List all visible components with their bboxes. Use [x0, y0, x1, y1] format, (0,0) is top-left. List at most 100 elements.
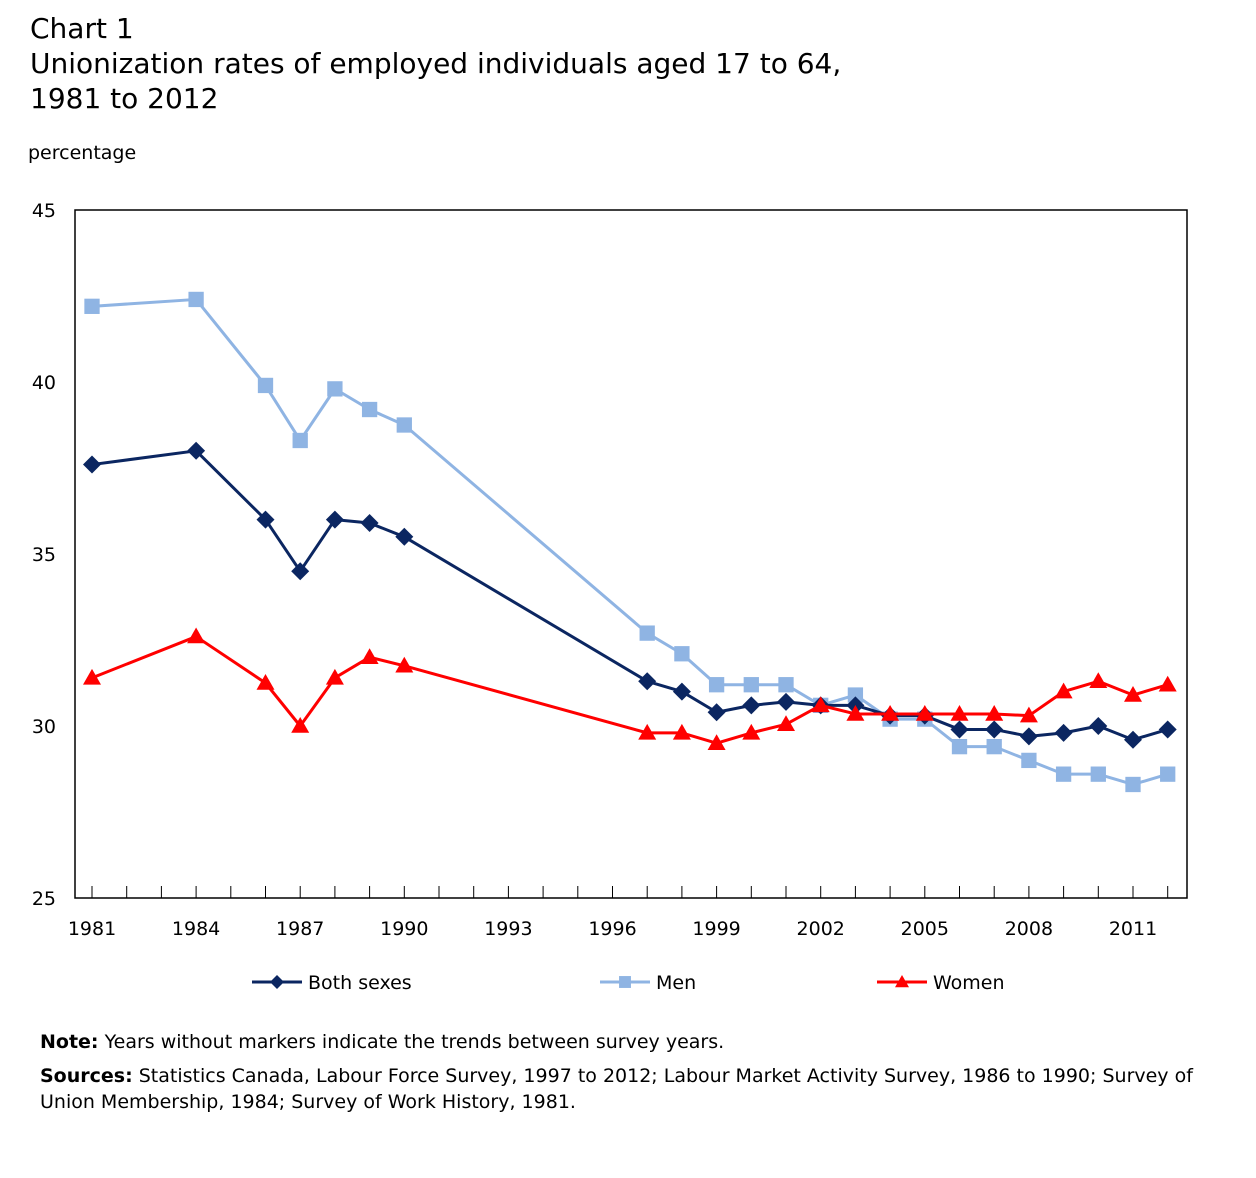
chart-title: Unionization rates of employed individua…	[30, 47, 842, 80]
diamond-marker	[1124, 730, 1142, 749]
diamond-marker	[1158, 720, 1177, 739]
diamond-marker	[985, 720, 1004, 739]
triangle-marker	[83, 668, 101, 685]
triangle-marker	[895, 975, 909, 988]
triangle-marker	[1054, 682, 1073, 699]
triangle-marker	[638, 723, 657, 740]
triangle-marker	[1158, 675, 1177, 692]
y-tick-label: 35	[32, 544, 56, 566]
diamond-marker	[325, 510, 344, 529]
triangle-marker	[256, 674, 275, 690]
square-marker	[639, 625, 655, 641]
square-marker	[292, 432, 308, 449]
y-tick-label: 30	[32, 716, 56, 738]
square-marker	[1090, 766, 1106, 782]
diamond-marker	[1089, 717, 1108, 735]
square-marker	[847, 687, 864, 703]
diamond-marker	[187, 441, 206, 460]
diamond-marker	[270, 975, 284, 989]
plot-area-frame	[74, 209, 1188, 899]
square-marker	[1160, 766, 1176, 782]
square-marker	[674, 646, 690, 662]
triangle-marker	[742, 723, 761, 740]
diamond-marker	[950, 720, 969, 739]
diamond-marker	[777, 692, 795, 711]
diamond-marker	[291, 562, 310, 581]
triangle-marker	[187, 627, 206, 644]
diamond-marker	[256, 510, 275, 529]
square-marker	[1125, 776, 1141, 793]
triangle-marker	[291, 717, 310, 733]
series-line	[91, 297, 1169, 786]
square-marker	[708, 677, 725, 693]
square-marker	[396, 417, 412, 433]
y-tick-label: 45	[32, 200, 56, 222]
legend-label: Men	[656, 972, 696, 994]
triangle-marker	[881, 704, 900, 721]
triangle-marker	[707, 734, 726, 750]
legend-label: Both sexes	[308, 972, 412, 994]
square-marker	[257, 377, 274, 394]
square-marker	[84, 298, 100, 314]
y-tick-label: 40	[32, 372, 56, 394]
legend-item: Men	[600, 972, 696, 994]
triangle-marker	[1089, 672, 1108, 689]
x-tick-label: 1987	[276, 918, 324, 940]
square-marker	[778, 677, 794, 693]
sources-label: Sources:	[40, 1065, 133, 1087]
x-tick-label: 1984	[172, 918, 220, 940]
chart-title-years: 1981 to 2012	[30, 82, 219, 115]
x-tick-label: 2011	[1109, 918, 1157, 940]
note-text: Years without markers indicate the trend…	[98, 1031, 725, 1053]
triangle-marker	[777, 715, 795, 732]
sources-text: Statistics Canada, Labour Force Survey, …	[40, 1065, 1193, 1113]
diamond-marker	[1054, 723, 1073, 742]
triangle-marker	[985, 704, 1004, 721]
sources: Sources: Statistics Canada, Labour Force…	[40, 1063, 1200, 1115]
series-women	[83, 627, 1177, 750]
triangle-marker	[360, 648, 379, 664]
x-tick-label: 1990	[380, 918, 428, 940]
diamond-marker	[707, 703, 726, 722]
square-marker	[327, 381, 343, 397]
x-tick-label: 2008	[1005, 918, 1053, 940]
square-marker	[1021, 752, 1037, 769]
series-men	[84, 291, 1176, 793]
triangle-marker	[325, 668, 344, 685]
diamond-marker	[83, 455, 101, 474]
diamond-marker	[638, 672, 657, 691]
diamond-marker	[1019, 727, 1038, 746]
triangle-marker	[1124, 686, 1142, 702]
square-marker	[188, 291, 204, 308]
diamond-marker	[742, 696, 761, 715]
y-tick-label: 25	[32, 888, 56, 910]
legend-label: Women	[933, 972, 1005, 994]
triangle-marker	[1019, 706, 1038, 723]
square-marker	[619, 976, 631, 988]
note-label: Note:	[40, 1031, 99, 1053]
diamond-marker	[672, 682, 691, 701]
triangle-marker	[846, 704, 865, 721]
note: Note: Years without markers indicate the…	[40, 1029, 1200, 1055]
diamond-marker	[360, 514, 379, 533]
y-axis-label: percentage	[28, 142, 137, 164]
triangle-marker	[395, 656, 414, 673]
triangle-marker	[672, 723, 691, 740]
x-tick-label: 1999	[692, 918, 740, 940]
triangle-marker	[915, 704, 934, 721]
series-both-sexes	[83, 441, 1177, 749]
triangle-marker	[950, 704, 969, 721]
x-tick-label: 1981	[68, 918, 116, 940]
square-marker	[361, 401, 378, 418]
x-tick-label: 1996	[588, 918, 636, 940]
legend-item: Women	[877, 972, 1005, 994]
square-marker	[1055, 766, 1072, 782]
square-marker	[986, 738, 1002, 755]
x-tick-label: 2005	[901, 918, 949, 940]
diamond-marker	[395, 527, 414, 546]
x-tick-label: 1993	[484, 918, 532, 940]
square-marker	[743, 677, 759, 693]
x-tick-label: 2002	[797, 918, 845, 940]
